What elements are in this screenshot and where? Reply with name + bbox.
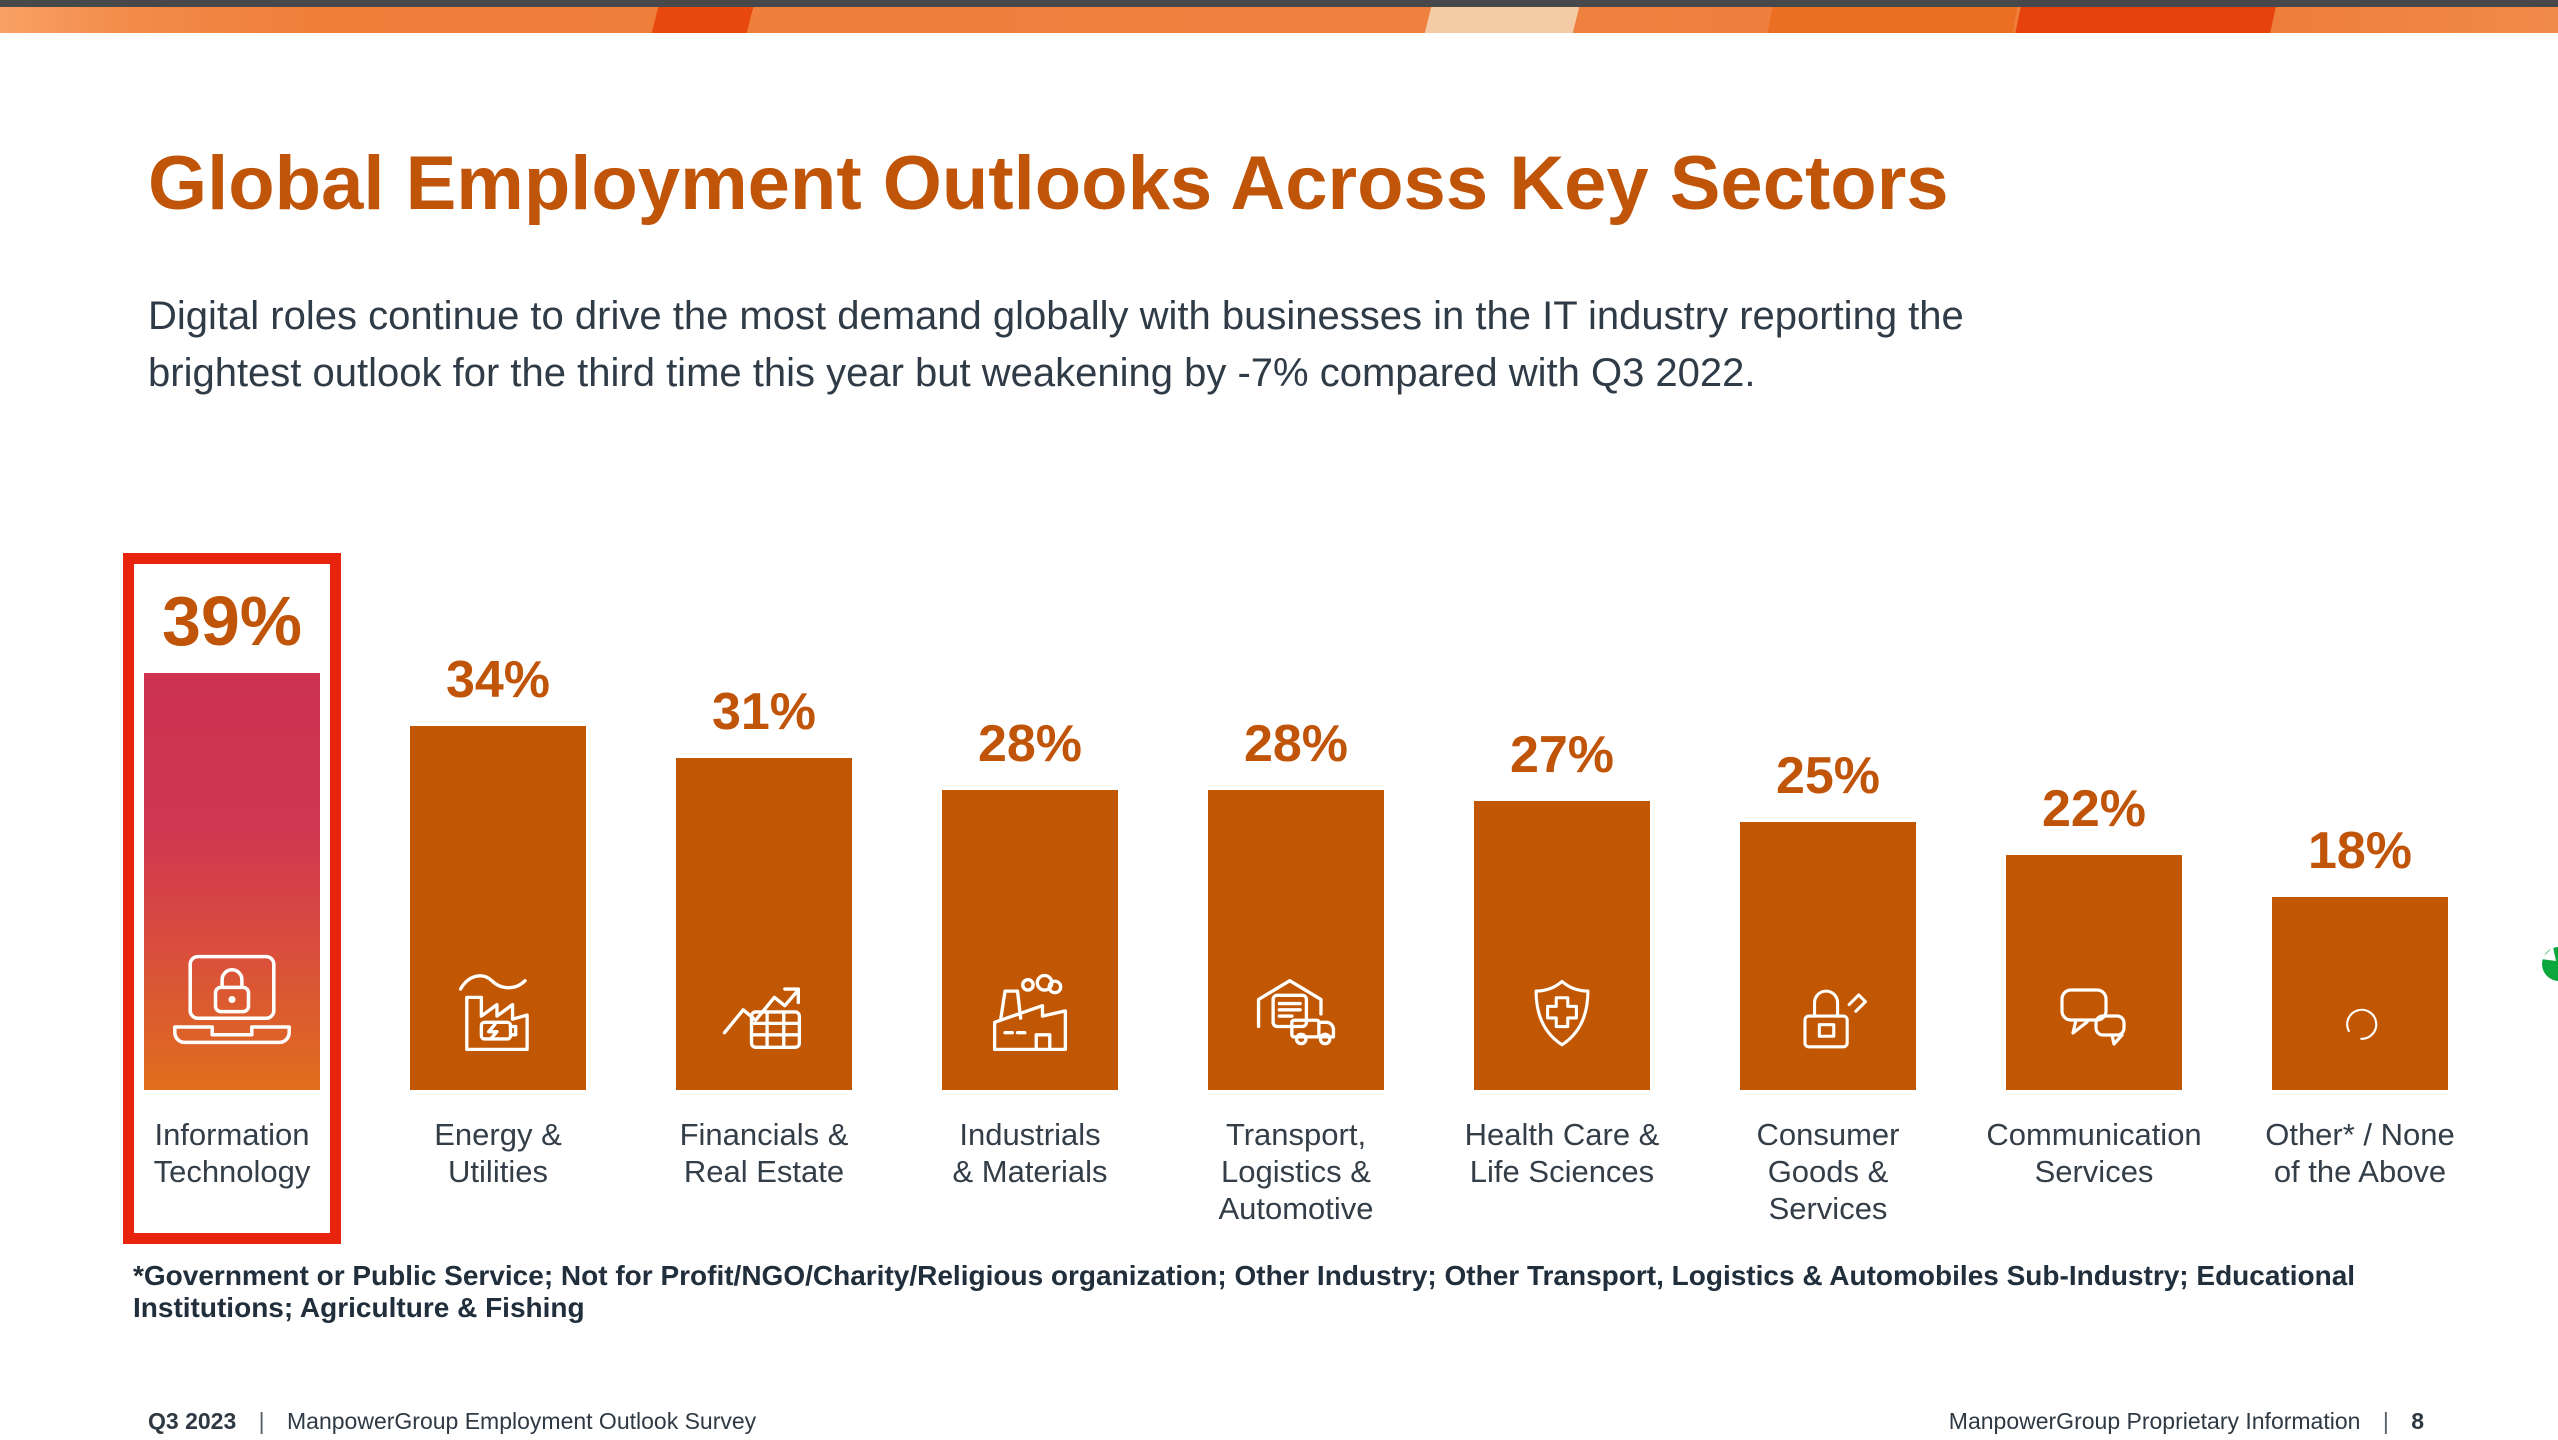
bar — [942, 790, 1118, 1090]
bar — [410, 726, 586, 1090]
laptop-lock-icon — [166, 950, 298, 1060]
green-dot-badge — [2538, 944, 2558, 984]
bar-column-consumer-goods-services: 25% Consumer Goods & Services — [1719, 553, 1937, 1244]
bar-category-label: Consumer Goods & Services — [1756, 1117, 1900, 1227]
sector-outlook-bar-chart: 39% Information Technology 34% Energy & … — [123, 553, 2469, 1244]
bar-column-health-care-life-sciences: 27% Health Care & Life Sciences — [1453, 553, 1671, 1244]
factory-battery-icon — [446, 962, 550, 1066]
open-circle-icon — [2327, 990, 2393, 1056]
footer-separator: | — [2382, 1408, 2389, 1434]
footer-survey-name: ManpowerGroup Employment Outlook Survey — [287, 1408, 757, 1434]
bar-value-label: 39% — [161, 582, 303, 660]
bar-category-label: Industrials & Materials — [952, 1117, 1108, 1190]
bar-category-label: Communication Services — [1986, 1117, 2202, 1190]
bar-value-label: 27% — [1509, 726, 1615, 784]
bar — [676, 758, 852, 1090]
chat-bubbles-icon — [2044, 966, 2144, 1066]
ribbon-wedge-red2 — [2014, 7, 2277, 33]
footer-separator: | — [258, 1408, 265, 1434]
shield-cross-icon — [1514, 968, 1610, 1064]
slide-subtitle: Digital roles continue to drive the most… — [148, 294, 1964, 395]
window-top-strip — [0, 0, 2558, 7]
brand-ribbon — [0, 7, 2558, 33]
bar-category-label: Other* / None of the Above — [2265, 1117, 2455, 1190]
slide-title: Global Employment Outlooks Across Key Se… — [148, 141, 1949, 226]
bar-column-communication-services: 22% Communication Services — [1985, 553, 2203, 1244]
footer-right: ManpowerGroup Proprietary Information | … — [1949, 1408, 2424, 1435]
bar-value-label: 28% — [977, 715, 1083, 773]
bar-value-label: 31% — [711, 683, 817, 741]
ribbon-wedge-dark — [1767, 7, 2018, 33]
bar-category-label: Health Care & Life Sciences — [1464, 1117, 1660, 1190]
page-number: 8 — [2411, 1408, 2424, 1434]
footnote: *Government or Public Service; Not for P… — [133, 1260, 2356, 1323]
bar-column-information-technology: 39% Information Technology — [123, 553, 341, 1244]
bar-column-transport-logistics-automotive: 28% Transport, Logistics & Automotive — [1187, 553, 1405, 1244]
bar-value-label: 22% — [2041, 780, 2147, 838]
footer-proprietary-text: ManpowerGroup Proprietary Information — [1948, 1408, 2361, 1434]
factory-smoke-icon — [978, 962, 1082, 1066]
bar-column-industrials-materials: 28% Industrials & Materials — [921, 553, 1139, 1244]
bar-value-label: 25% — [1775, 747, 1881, 805]
bar — [2006, 855, 2182, 1090]
bar-category-label: Information Technology — [153, 1117, 311, 1190]
footer-quarter: Q3 2023 — [148, 1408, 237, 1434]
footer-left: Q3 2023 | ManpowerGroup Employment Outlo… — [148, 1408, 756, 1435]
bar-category-label: Energy & Utilities — [434, 1117, 562, 1190]
bar-value-label: 34% — [445, 651, 551, 709]
bar — [1740, 822, 1916, 1090]
bar — [144, 673, 320, 1090]
chart-growth-icon — [712, 962, 816, 1066]
bar-category-label: Transport, Logistics & Automotive — [1218, 1117, 1374, 1227]
bar — [1208, 790, 1384, 1090]
bar — [2272, 897, 2448, 1090]
bar-column-energy-utilities: 34% Energy & Utilities — [389, 553, 607, 1244]
shopping-bag-icon — [1780, 970, 1876, 1066]
warehouse-truck-icon — [1244, 962, 1348, 1066]
bar-value-label: 28% — [1243, 715, 1349, 773]
bar-category-label: Financials & Real Estate — [679, 1117, 849, 1190]
bar-value-label: 18% — [2307, 822, 2413, 880]
bar-column-other-none-of-the-above: 18% Other* / None of the Above — [2251, 553, 2469, 1244]
ribbon-wedge-peach — [1423, 7, 1581, 33]
ribbon-wedge-red — [650, 7, 755, 33]
bar — [1474, 801, 1650, 1090]
bar-column-financials-real-estate: 31% Financials & Real Estate — [655, 553, 873, 1244]
